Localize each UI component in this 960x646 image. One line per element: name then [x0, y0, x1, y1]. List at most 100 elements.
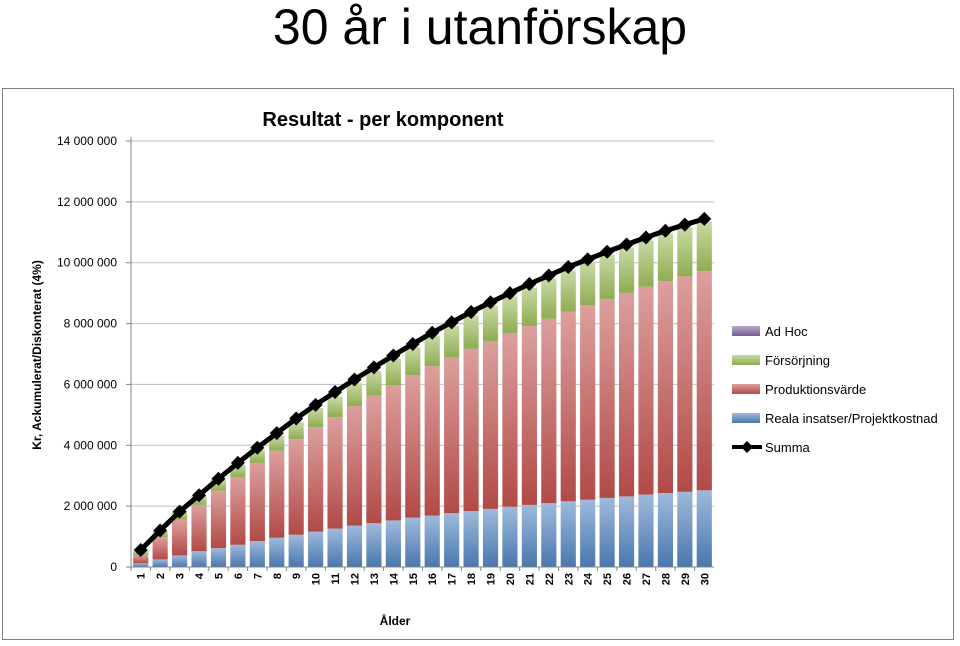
bars — [133, 221, 712, 567]
bar-f-rs-rjning — [424, 336, 440, 367]
bar-f-rs-rjning — [385, 358, 401, 386]
bar-produktionsv-rde — [172, 519, 188, 556]
point-summa — [250, 440, 265, 455]
x-tick-label: 13 — [369, 573, 381, 585]
point-summa — [328, 385, 343, 400]
bar-reala-insatser-projektkostnad — [346, 525, 363, 567]
bar-produktionsv-rde — [580, 305, 596, 500]
x-tick-label: 6 — [233, 573, 245, 579]
point-summa — [211, 471, 226, 486]
x-tick-label: 3 — [175, 573, 187, 579]
bar-produktionsv-rde — [424, 366, 440, 516]
y-axis-label: Kr, Ackumulerat/Diskonterat (4%) — [30, 260, 44, 450]
point-summa — [464, 305, 479, 320]
summa-line — [133, 211, 712, 557]
bar-reala-insatser-projektkostnad — [424, 515, 440, 567]
bar-reala-insatser-projektkostnad — [133, 563, 149, 567]
bar-reala-insatser-projektkostnad — [152, 559, 168, 567]
x-tick-label: 21 — [524, 573, 536, 585]
bar-reala-insatser-projektkostnad — [210, 548, 227, 567]
x-tick-label: 8 — [272, 573, 284, 579]
y-tick-label: 12 000 000 — [57, 195, 117, 209]
legend-label-produktionsv-rde: Produktionsvärde — [765, 382, 866, 397]
bar-f-rs-rjning — [560, 270, 576, 312]
bar-produktionsv-rde — [133, 555, 149, 564]
bar-reala-insatser-projektkostnad — [521, 504, 537, 567]
point-summa — [444, 315, 459, 330]
legend-label-ad-hoc: Ad Hoc — [765, 324, 808, 339]
point-summa — [522, 277, 537, 292]
bar-reala-insatser-projektkostnad — [191, 551, 207, 567]
point-summa — [697, 211, 712, 226]
bar-reala-insatser-projektkostnad — [230, 544, 246, 567]
bar-reala-insatser-projektkostnad — [482, 508, 499, 567]
point-summa — [366, 360, 381, 375]
bar-f-rs-rjning — [327, 396, 343, 418]
point-summa — [386, 348, 401, 363]
chart-title: Resultat - per komponent — [262, 109, 503, 131]
bar-f-rs-rjning — [677, 227, 693, 277]
bar-reala-insatser-projektkostnad — [657, 493, 673, 567]
bar-reala-insatser-projektkostnad — [580, 499, 596, 567]
bar-produktionsv-rde — [482, 340, 499, 509]
bar-f-rs-rjning — [482, 305, 499, 341]
bar-reala-insatser-projektkostnad — [269, 537, 285, 567]
x-tick-label: 1 — [136, 573, 148, 579]
bar-f-rs-rjning — [502, 296, 518, 334]
y-tick-label: 2 000 000 — [64, 499, 118, 513]
bar-produktionsv-rde — [152, 537, 168, 560]
bar-reala-insatser-projektkostnad — [405, 517, 421, 567]
point-summa — [561, 259, 576, 274]
x-tick-label: 15 — [408, 573, 420, 585]
bar-reala-insatser-projektkostnad — [172, 555, 188, 567]
bar-f-rs-rjning — [657, 233, 673, 282]
bar-produktionsv-rde — [696, 271, 712, 491]
legend: Ad Hoc Försörjning Produktionsvärde Reala i… — [732, 324, 938, 455]
x-tick-label: 9 — [291, 573, 303, 579]
bar-produktionsv-rde — [618, 292, 635, 497]
point-summa — [638, 230, 653, 245]
bar-reala-insatser-projektkostnad — [249, 541, 265, 567]
point-summa — [308, 397, 323, 412]
y-tick-label: 6 000 000 — [64, 377, 118, 391]
x-tick-label: 4 — [194, 572, 206, 579]
point-summa — [230, 455, 245, 470]
x-tick-label: 20 — [505, 573, 517, 585]
y-tick-label: 10 000 000 — [57, 256, 117, 270]
x-tick-label: 10 — [311, 573, 323, 585]
bar-produktionsv-rde — [502, 333, 518, 507]
x-tick-label: 22 — [544, 573, 556, 585]
point-summa — [405, 336, 420, 351]
bar-reala-insatser-projektkostnad — [444, 513, 460, 567]
x-tick-label: 14 — [388, 572, 400, 585]
bar-produktionsv-rde — [308, 427, 324, 532]
bar-reala-insatser-projektkostnad — [385, 520, 401, 567]
x-tick-label: 16 — [427, 573, 439, 585]
legend-swatch-f-rs-rjning — [732, 355, 760, 365]
legend-marker-summa — [741, 441, 753, 453]
bar-produktionsv-rde — [366, 395, 382, 524]
point-summa — [658, 223, 673, 238]
point-summa — [192, 488, 207, 503]
y-tick-label: 0 — [110, 560, 117, 574]
bar-f-rs-rjning — [346, 383, 363, 407]
x-tick-label: 25 — [602, 573, 614, 585]
point-summa — [289, 411, 304, 426]
point-summa — [425, 325, 440, 340]
gridlines — [131, 140, 714, 568]
bar-f-rs-rjning — [521, 287, 537, 327]
legend-swatch-produktionsv-rde — [732, 384, 760, 394]
bar-f-rs-rjning — [405, 347, 421, 376]
point-summa — [347, 372, 362, 387]
bar-f-rs-rjning — [580, 262, 596, 306]
bar-f-rs-rjning — [696, 221, 712, 272]
point-summa — [619, 237, 634, 252]
x-tick-label: 5 — [213, 573, 225, 579]
bar-reala-insatser-projektkostnad — [366, 523, 382, 567]
bar-reala-insatser-projektkostnad — [502, 506, 518, 567]
x-tick-label: 23 — [563, 573, 575, 585]
bar-reala-insatser-projektkostnad — [696, 490, 712, 567]
bar-produktionsv-rde — [210, 490, 227, 549]
x-tick-label: 26 — [622, 573, 634, 585]
bar-reala-insatser-projektkostnad — [327, 528, 343, 567]
